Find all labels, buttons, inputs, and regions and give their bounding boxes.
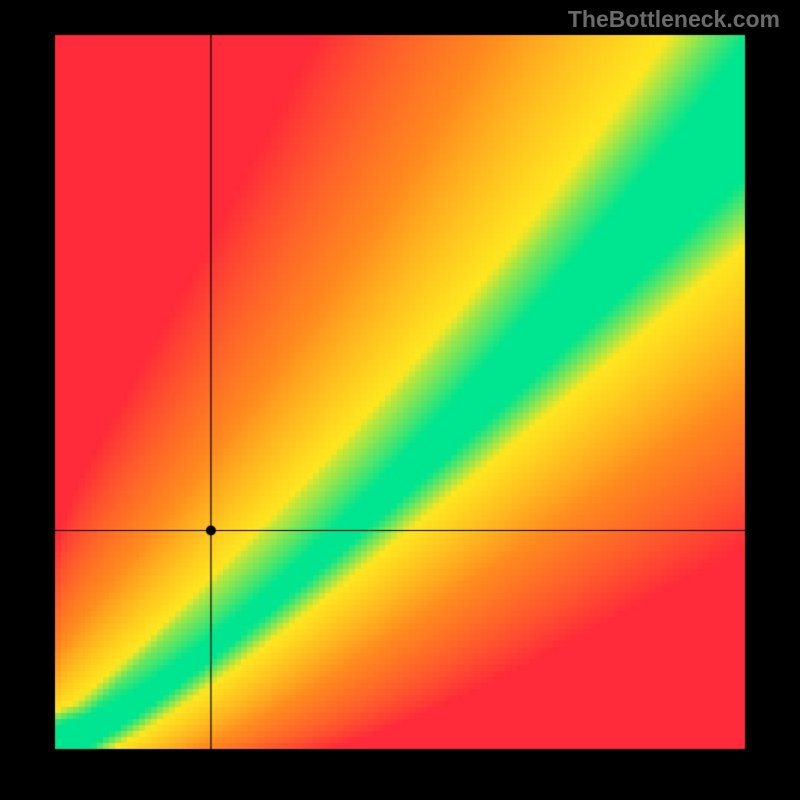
watermark-text: TheBottleneck.com: [568, 6, 780, 33]
root: TheBottleneck.com: [0, 0, 800, 800]
bottleneck-heatmap: [0, 0, 800, 800]
